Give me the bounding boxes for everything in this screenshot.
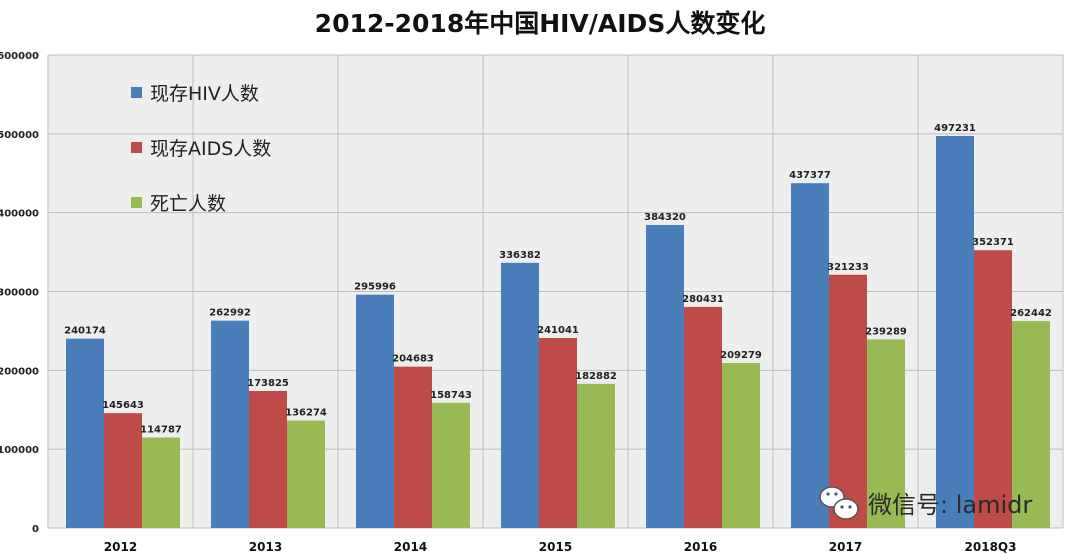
data-label: 384320	[644, 212, 686, 223]
legend-swatch	[131, 197, 142, 208]
data-label: 497231	[934, 123, 976, 134]
x-tick-label: 2015	[539, 540, 572, 554]
bar-hiv	[646, 225, 684, 528]
bar-aids	[394, 366, 432, 528]
data-label: 145643	[102, 400, 144, 411]
data-label: 321233	[827, 262, 869, 273]
data-label: 209279	[720, 350, 762, 361]
y-tick-label: 300000	[0, 288, 39, 299]
x-tick-label: 2017	[829, 540, 862, 554]
data-label: 158743	[430, 390, 472, 401]
bar-aids	[829, 274, 867, 528]
legend-swatch	[131, 87, 142, 98]
chart-title: 2012-2018年中国HIV/AIDS人数变化	[314, 9, 766, 38]
x-tick-label: 2012	[104, 540, 137, 554]
x-tick-label: 2016	[684, 540, 717, 554]
data-label: 173825	[247, 378, 289, 389]
bar-hiv	[66, 338, 104, 528]
y-tick-label: 200000	[0, 366, 39, 377]
data-label: 280431	[682, 294, 724, 305]
data-label: 437377	[789, 170, 831, 181]
bar-aids	[684, 306, 722, 528]
legend-label: 现存AIDS人数	[150, 138, 271, 160]
y-tick-label: 400000	[0, 209, 39, 220]
bar-hiv	[791, 183, 829, 529]
bar-deaths	[1012, 321, 1050, 528]
bar-hiv	[356, 294, 394, 528]
bar-deaths	[142, 437, 180, 528]
watermark-text: 微信号: lamidr	[868, 491, 1032, 519]
y-tick-label: 500000	[0, 130, 39, 141]
data-label: 240174	[64, 326, 106, 337]
bar-hiv	[211, 320, 249, 528]
bar-aids	[249, 390, 287, 528]
data-label: 352371	[972, 237, 1014, 248]
data-label: 241041	[537, 325, 579, 336]
legend-label: 死亡人数	[150, 193, 226, 215]
bar-deaths	[577, 383, 615, 528]
wechat-icon	[819, 486, 859, 520]
data-label: 114787	[140, 425, 182, 436]
x-tick-label: 2014	[394, 540, 427, 554]
bar-deaths	[432, 402, 470, 528]
legend-swatch	[131, 142, 142, 153]
data-label: 204683	[392, 354, 434, 365]
legend-label: 现存HIV人数	[150, 83, 259, 105]
data-label: 262992	[209, 308, 251, 319]
y-tick-label: 100000	[0, 445, 39, 456]
x-tick-label: 2013	[249, 540, 282, 554]
bar-aids	[974, 250, 1012, 529]
bar-hiv	[936, 136, 974, 528]
data-label: 182882	[575, 371, 617, 382]
bar-deaths	[867, 339, 905, 528]
bar-deaths	[722, 363, 760, 528]
x-tick-label: 2018Q3	[965, 540, 1017, 554]
data-label: 336382	[499, 250, 541, 261]
bar-deaths	[287, 420, 325, 528]
data-label: 262442	[1010, 308, 1052, 319]
bar-hiv	[501, 262, 539, 528]
y-tick-label: 600000	[0, 51, 39, 62]
data-label: 295996	[354, 282, 396, 293]
y-tick-label: 0	[32, 524, 39, 535]
bar-aids	[104, 413, 142, 528]
bar-aids	[539, 337, 577, 528]
data-label: 239289	[865, 326, 907, 337]
data-label: 136274	[285, 408, 327, 419]
